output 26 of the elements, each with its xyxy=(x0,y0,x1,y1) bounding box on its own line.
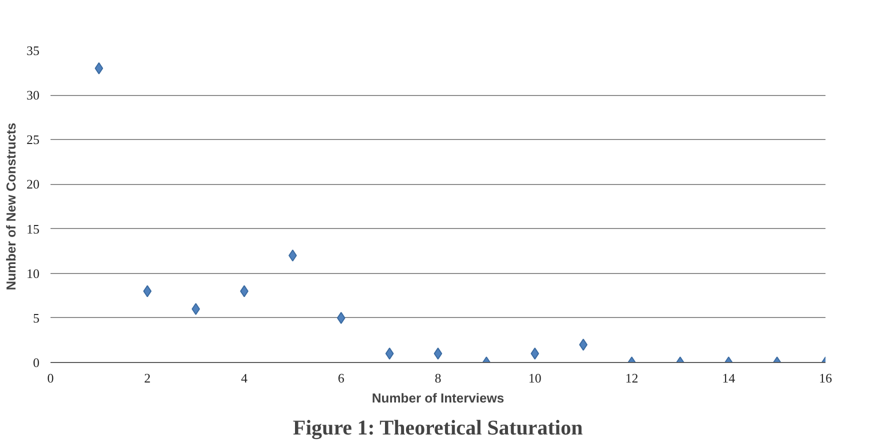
y-tick-label: 20 xyxy=(26,176,40,192)
x-tick-label: 10 xyxy=(528,370,542,386)
y-tick-label: 15 xyxy=(26,221,40,236)
point xyxy=(94,62,104,74)
point xyxy=(530,348,540,360)
x-tick-label: 0 xyxy=(47,370,54,386)
x-axis-title: Number of Interviews xyxy=(372,390,504,406)
y-tick-label: 5 xyxy=(33,310,40,326)
caption: Figure 1: Theoretical Saturation xyxy=(292,416,584,440)
x-tick-label: 14 xyxy=(722,370,736,386)
x-tick-label: 16 xyxy=(819,370,832,386)
x-tick-label: 2 xyxy=(144,370,151,386)
x-tick-label: 8 xyxy=(434,370,442,386)
point xyxy=(143,285,152,298)
y-tick-label: 10 xyxy=(26,266,40,281)
y-tick-label: 35 xyxy=(26,43,40,58)
y-tick-label: 0 xyxy=(33,355,40,370)
x-tick-label: 12 xyxy=(625,370,638,386)
y-tick-label: 30 xyxy=(26,88,40,103)
point xyxy=(336,312,346,324)
x-tick-label: 4 xyxy=(241,370,248,386)
y-tick-label: 25 xyxy=(26,132,40,148)
point xyxy=(385,348,394,360)
x-tick-label: 6 xyxy=(338,370,345,386)
point xyxy=(434,348,442,360)
y-axis-title: Number of New Constructs xyxy=(4,122,18,290)
